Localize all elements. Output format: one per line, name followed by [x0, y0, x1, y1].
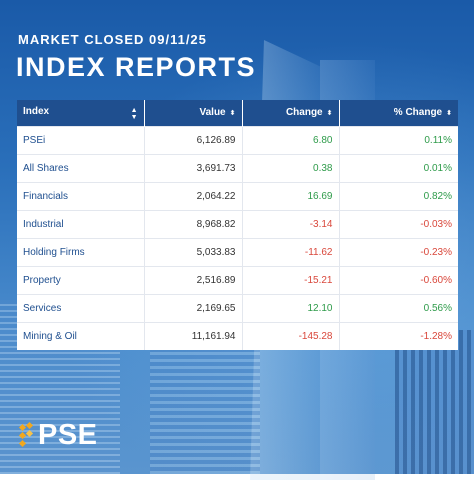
table-row: Industrial 8,968.82 -3.14 -0.03%	[17, 210, 458, 239]
index-change: -3.14	[242, 210, 340, 239]
index-pct-change: 0.01%	[339, 154, 458, 183]
column-header-change[interactable]: Change ⬍	[242, 100, 340, 127]
table-header-row: Index ▲ ▼ Value ⬍ Change ⬍ % Change ⬍	[17, 100, 458, 127]
building-image	[395, 330, 474, 474]
index-pct-change: -1.28%	[339, 322, 458, 350]
index-pct-change: 0.56%	[339, 294, 458, 323]
index-value: 2,064.22	[144, 182, 243, 211]
table-row: Mining & Oil 11,161.94 -145.28 -1.28%	[17, 322, 458, 350]
index-change: 12.10	[242, 294, 340, 323]
column-header-pct-change[interactable]: % Change ⬍	[339, 100, 458, 127]
column-header-label: Index	[23, 105, 50, 117]
table-row: All Shares 3,691.73 0.38 0.01%	[17, 154, 458, 183]
sort-icon[interactable]: ⬍	[446, 109, 452, 117]
index-name: Property	[17, 266, 145, 295]
column-header-index[interactable]: Index ▲ ▼	[17, 100, 145, 127]
index-name: Mining & Oil	[17, 322, 145, 350]
index-value: 8,968.82	[144, 210, 243, 239]
index-value: 6,126.89	[144, 126, 243, 155]
index-change: -11.62	[242, 238, 340, 267]
index-report-table: Index ▲ ▼ Value ⬍ Change ⬍ % Change ⬍ PSEi 6,…	[17, 100, 458, 350]
index-value: 2,169.65	[144, 294, 243, 323]
column-header-label: Value	[199, 107, 226, 119]
index-change: 0.38	[242, 154, 340, 183]
page-title: INDEX REPORTS	[16, 52, 257, 82]
index-pct-change: -0.60%	[339, 266, 458, 295]
index-name: Services	[17, 294, 145, 323]
index-value: 3,691.73	[144, 154, 243, 183]
sort-icon[interactable]: ⬍	[326, 109, 333, 117]
table-row: Financials 2,064.22 16.69 0.82%	[17, 182, 458, 211]
index-value: 2,516.89	[144, 266, 243, 295]
index-pct-change: -0.23%	[339, 238, 458, 267]
index-name: PSEi	[17, 126, 145, 155]
table-row: Services 2,169.65 12.10 0.56%	[17, 294, 458, 323]
index-pct-change: 0.11%	[339, 126, 458, 155]
index-pct-change: 0.82%	[339, 182, 458, 211]
index-value: 11,161.94	[144, 322, 243, 350]
column-header-label: Change	[285, 107, 323, 119]
index-change: -15.21	[242, 266, 340, 295]
index-change: 16.69	[242, 182, 340, 211]
pse-logo-text: PSE	[38, 418, 98, 451]
index-name: All Shares	[17, 154, 145, 183]
sort-icon[interactable]: ⬍	[229, 109, 236, 117]
index-name: Industrial	[17, 210, 145, 239]
index-value: 5,033.83	[144, 238, 243, 267]
sort-icon[interactable]: ▲ ▼	[130, 106, 138, 121]
index-change: 6.80	[242, 126, 340, 155]
column-header-label: % Change	[393, 107, 443, 119]
pse-logo: PSE	[18, 418, 98, 452]
index-change: -145.28	[242, 322, 340, 350]
column-header-value[interactable]: Value ⬍	[144, 100, 243, 127]
index-name: Financials	[17, 182, 145, 211]
market-status-subtitle: MARKET CLOSED 09/11/25	[18, 32, 207, 47]
building-image	[150, 330, 260, 474]
index-pct-change: -0.03%	[339, 210, 458, 239]
table-row: Holding Firms 5,033.83 -11.62 -0.23%	[17, 238, 458, 267]
index-name: Holding Firms	[17, 238, 145, 267]
table-row: PSEi 6,126.89 6.80 0.11%	[17, 126, 458, 155]
table-row: Property 2,516.89 -15.21 -0.60%	[17, 266, 458, 295]
pse-logo-mark-icon	[18, 421, 36, 449]
